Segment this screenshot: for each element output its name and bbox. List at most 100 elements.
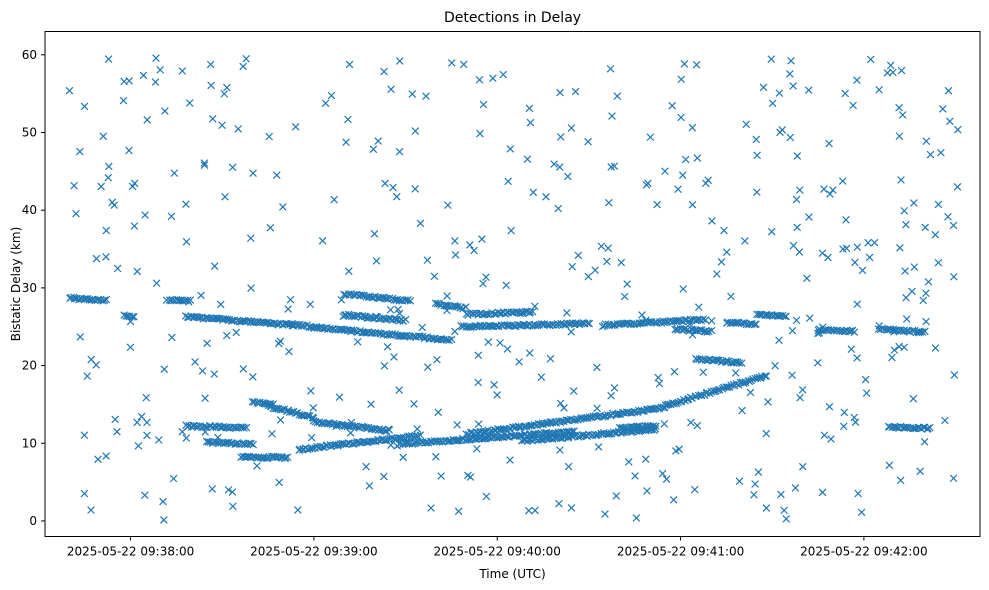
detection-point xyxy=(97,182,105,191)
detection-point xyxy=(660,419,669,428)
detection-point xyxy=(752,320,760,328)
detection-point xyxy=(141,211,149,219)
detection-point xyxy=(693,421,702,430)
detection-point xyxy=(232,424,240,432)
detection-point xyxy=(247,439,256,448)
detection-point xyxy=(946,117,954,126)
detection-point xyxy=(474,351,483,360)
detection-markers xyxy=(65,54,962,524)
detection-point xyxy=(160,365,169,373)
detection-point xyxy=(368,329,377,337)
detection-point xyxy=(861,375,870,384)
y-axis-ticks: 0 10 20 30 40 50 60 xyxy=(22,48,45,528)
detection-point xyxy=(745,377,754,386)
detection-point xyxy=(200,159,209,167)
detection-point xyxy=(704,176,712,185)
detection-point xyxy=(450,237,459,245)
detection-point xyxy=(842,216,850,224)
detection-point xyxy=(568,262,577,271)
detection-point xyxy=(727,358,736,367)
detection-point xyxy=(792,195,801,204)
detection-point xyxy=(321,99,330,108)
detection-point xyxy=(678,171,687,180)
detection-point xyxy=(344,267,353,276)
detection-point xyxy=(80,102,89,111)
detection-point xyxy=(423,256,432,265)
detection-point xyxy=(604,244,612,253)
detection-point xyxy=(646,133,655,142)
detection-point xyxy=(380,472,388,481)
detection-point xyxy=(864,238,872,247)
detection-point xyxy=(125,77,134,85)
detection-point xyxy=(94,455,102,464)
detection-point xyxy=(818,249,827,257)
detection-point xyxy=(143,116,152,124)
detection-point xyxy=(542,192,550,201)
detection-point xyxy=(242,423,251,432)
detection-point xyxy=(849,101,857,110)
detection-point xyxy=(228,488,237,496)
detection-point xyxy=(410,400,418,408)
detection-point xyxy=(496,339,504,347)
detection-point xyxy=(473,444,481,453)
detection-point xyxy=(104,55,113,63)
detection-point xyxy=(478,235,486,243)
detection-point xyxy=(241,440,249,449)
detection-point xyxy=(288,319,297,328)
detection-point xyxy=(632,514,641,522)
detection-point xyxy=(688,331,697,339)
detection-point xyxy=(102,253,110,261)
detection-point xyxy=(374,137,383,145)
detection-point xyxy=(386,305,395,314)
detection-point xyxy=(652,422,660,431)
detection-point xyxy=(921,327,929,336)
detection-point xyxy=(668,101,676,110)
detection-point xyxy=(479,100,488,109)
detection-point xyxy=(388,434,396,442)
detection-point xyxy=(537,436,546,444)
detection-point xyxy=(325,419,333,427)
detection-point xyxy=(826,190,834,198)
detection-point xyxy=(607,163,616,171)
detection-point xyxy=(152,54,160,62)
detection-point xyxy=(372,257,381,265)
detection-point xyxy=(222,331,231,340)
detection-point xyxy=(443,437,452,446)
detection-point xyxy=(395,386,404,394)
detection-point xyxy=(722,248,731,256)
detection-point xyxy=(272,171,281,180)
detection-point xyxy=(443,306,451,315)
detection-point xyxy=(798,462,807,471)
detection-point xyxy=(395,309,404,318)
detection-point xyxy=(169,474,178,483)
detection-point xyxy=(601,510,609,518)
detection-point xyxy=(643,487,651,495)
detection-point xyxy=(896,476,905,485)
detection-point xyxy=(454,507,463,516)
detection-point xyxy=(890,327,898,336)
detection-point xyxy=(128,312,137,321)
detection-point xyxy=(228,163,237,172)
detection-point xyxy=(677,113,685,122)
detection-point xyxy=(751,480,759,488)
detection-point xyxy=(437,472,445,480)
detection-point xyxy=(786,133,795,142)
detection-point xyxy=(140,491,149,500)
detection-point xyxy=(563,172,572,181)
detection-point xyxy=(900,423,909,432)
detection-point xyxy=(224,486,233,494)
y-tick-label: 40 xyxy=(22,203,37,217)
detection-point xyxy=(707,326,716,335)
detection-point xyxy=(502,281,511,290)
detection-point xyxy=(727,292,735,301)
detection-point xyxy=(786,70,794,78)
detection-point xyxy=(847,345,856,354)
detection-point xyxy=(474,420,483,428)
detection-point xyxy=(76,147,84,156)
detection-point xyxy=(113,427,121,436)
detection-point xyxy=(408,90,417,98)
detection-point xyxy=(182,237,191,246)
detection-point xyxy=(908,326,917,335)
detection-point xyxy=(87,355,96,364)
detection-point xyxy=(875,321,883,330)
